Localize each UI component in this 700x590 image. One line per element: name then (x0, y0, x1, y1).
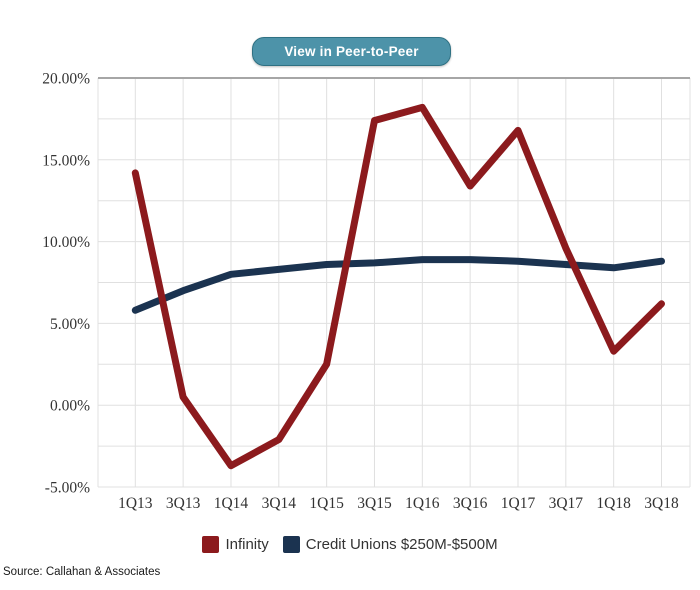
y-axis-label: 0.00% (50, 398, 90, 415)
x-axis-label: 3Q14 (262, 495, 297, 512)
y-axis-label: 20.00% (42, 71, 90, 88)
legend-item-credit-unions-250m-500m[interactable]: Credit Unions $250M-$500M (282, 535, 498, 553)
y-axis-label: 15.00% (42, 152, 90, 169)
legend-swatch-icon (202, 535, 220, 553)
source-attribution: Source: Callahan & Associates (3, 566, 161, 578)
y-axis-label: -5.00% (45, 480, 90, 497)
x-axis-label: 3Q18 (644, 495, 679, 512)
x-axis-label: 1Q16 (405, 495, 440, 512)
x-axis-label: 3Q13 (166, 495, 201, 512)
legend-label: Infinity (225, 535, 269, 553)
legend-item-infinity[interactable]: Infinity (202, 535, 269, 553)
y-axis-label: 5.00% (50, 316, 90, 333)
y-axis-labels: 20.00% 15.00% 10.00% 5.00% 0.00% -5.00% (42, 71, 90, 497)
legend-label: Credit Unions $250M-$500M (305, 535, 498, 553)
line-chart: 20.00% 15.00% 10.00% 5.00% 0.00% -5.00% 1Q13 3Q… (42, 71, 691, 512)
chart-legend: Infinity Credit Unions $250M-$500M (0, 533, 700, 555)
x-axis-label: 1Q13 (118, 495, 153, 512)
gridlines (97, 77, 691, 488)
series-line-infinity[interactable] (131, 103, 665, 470)
view-in-peer-to-peer-button[interactable]: View in Peer-to-Peer (252, 37, 451, 66)
x-axis-label: 1Q14 (214, 495, 249, 512)
x-axis-label: 1Q15 (309, 495, 344, 512)
y-axis-label: 10.00% (42, 234, 90, 251)
legend-swatch-icon (282, 535, 300, 553)
x-axis-label: 3Q15 (357, 495, 392, 512)
x-axis-label: 1Q17 (501, 495, 536, 512)
x-axis-label: 1Q18 (596, 495, 631, 512)
x-axis-labels: 1Q13 3Q13 1Q14 3Q14 1Q15 3Q15 1Q16 3Q16 1Q17 3Q17… (118, 495, 679, 512)
x-axis-label: 3Q17 (549, 495, 584, 512)
x-axis-label: 3Q16 (453, 495, 488, 512)
